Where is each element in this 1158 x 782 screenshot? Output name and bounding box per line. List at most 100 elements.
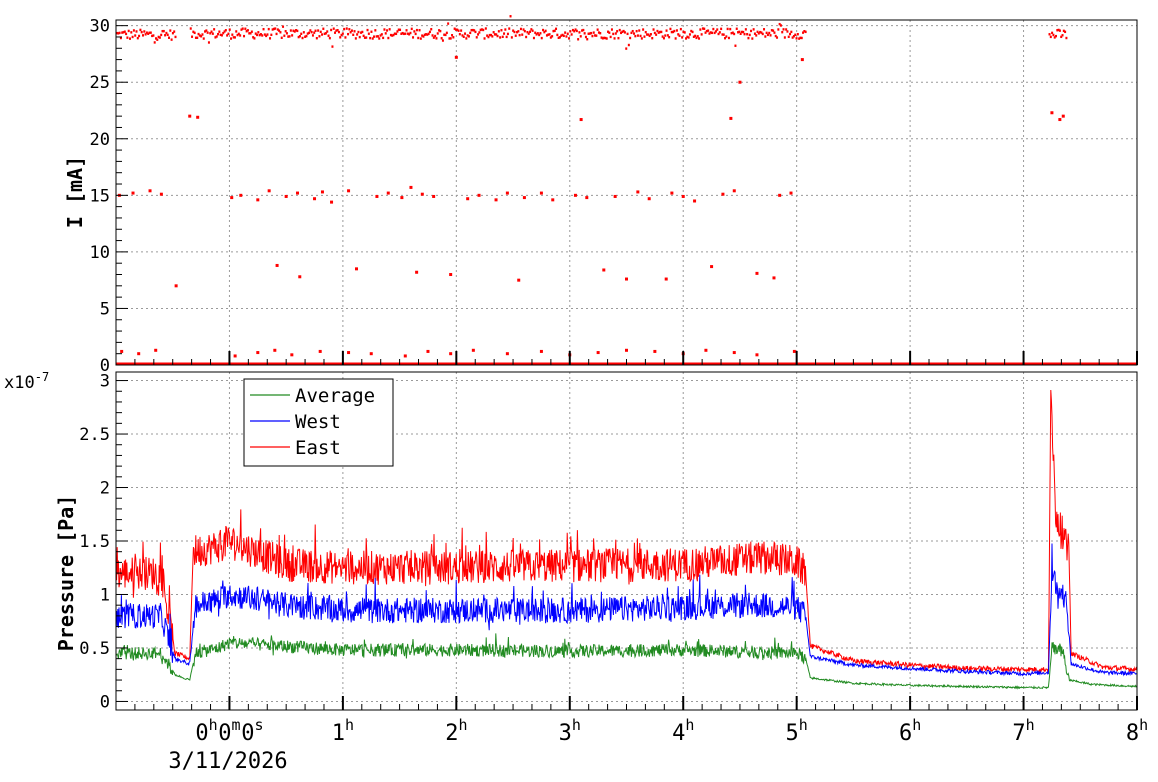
current-point <box>460 29 463 32</box>
current-point <box>279 31 282 34</box>
current-point <box>517 278 521 282</box>
current-point <box>711 31 714 35</box>
current-point <box>253 37 256 40</box>
current-point <box>362 34 365 38</box>
current-point <box>326 30 329 33</box>
current-point <box>254 32 257 35</box>
current-point <box>783 36 786 39</box>
current-point <box>230 196 234 200</box>
current-point <box>553 29 556 33</box>
current-point <box>256 351 260 355</box>
current-point <box>623 31 626 34</box>
pressure-x-tick-label: 3h <box>559 716 581 746</box>
current-point <box>349 31 352 34</box>
current-point <box>471 348 475 352</box>
current-point <box>655 33 658 36</box>
current-point <box>421 34 424 37</box>
current-point <box>145 31 148 34</box>
pressure-y-tick-label: 1.5 <box>79 532 110 552</box>
current-point <box>369 352 373 356</box>
current-point <box>516 30 519 34</box>
current-point <box>561 33 564 37</box>
current-point <box>151 34 154 38</box>
current-point <box>792 35 795 38</box>
current-point <box>464 32 467 35</box>
current-point <box>791 36 794 39</box>
current-point <box>240 28 243 31</box>
current-point <box>583 32 586 35</box>
current-point <box>495 33 498 36</box>
current-point <box>311 34 314 37</box>
current-point <box>545 34 548 37</box>
current-point <box>651 36 654 40</box>
current-point <box>586 38 589 41</box>
current-point <box>748 33 751 37</box>
current-point <box>743 32 746 36</box>
current-point <box>517 30 520 33</box>
current-point <box>683 31 686 34</box>
current-point <box>144 33 147 36</box>
current-point <box>256 33 259 37</box>
current-point <box>168 36 170 39</box>
current-point <box>207 41 210 44</box>
current-point <box>796 33 799 36</box>
current-point <box>231 33 234 36</box>
current-point <box>262 27 265 31</box>
current-point <box>532 36 535 40</box>
current-point <box>1061 114 1065 118</box>
current-point <box>798 37 801 40</box>
current-point <box>691 30 694 34</box>
current-point <box>458 32 461 36</box>
current-point <box>482 28 485 32</box>
current-point <box>409 185 413 189</box>
current-point <box>406 32 409 35</box>
current-point <box>692 35 695 38</box>
current-point <box>470 28 473 32</box>
current-point <box>1061 34 1064 37</box>
current-y-tick-label: 20 <box>90 130 110 150</box>
current-point <box>600 36 603 39</box>
current-point <box>557 36 560 40</box>
current-point <box>327 34 330 37</box>
current-point <box>478 31 481 34</box>
current-point <box>664 34 667 37</box>
current-point <box>673 29 676 33</box>
current-point <box>768 31 771 35</box>
current-point <box>443 33 446 36</box>
current-point <box>772 276 776 280</box>
legend-label-average: Average <box>295 385 375 407</box>
current-point <box>802 31 805 34</box>
current-point <box>467 35 470 38</box>
current-point <box>766 33 769 37</box>
current-point <box>521 33 524 36</box>
current-point <box>609 35 612 39</box>
current-point <box>613 194 617 198</box>
current-point <box>173 30 176 33</box>
current-point <box>765 31 768 35</box>
pressure-y-tick-label: 0 <box>100 692 110 712</box>
current-point <box>617 36 620 40</box>
current-point <box>769 34 772 37</box>
current-point <box>445 31 448 35</box>
current-point <box>274 27 277 30</box>
current-point <box>438 29 441 32</box>
current-point <box>620 31 623 35</box>
current-point <box>487 35 490 39</box>
current-point <box>330 28 333 32</box>
current-point <box>636 190 640 194</box>
current-point <box>526 30 529 34</box>
current-point <box>610 28 613 31</box>
current-point <box>770 29 773 32</box>
current-point <box>357 30 360 34</box>
current-point <box>273 348 277 352</box>
current-point <box>490 33 493 37</box>
current-point <box>261 34 264 37</box>
current-point <box>125 32 128 36</box>
current-point <box>581 29 584 32</box>
current-point <box>653 31 656 35</box>
current-point <box>678 34 681 37</box>
current-point <box>709 31 712 34</box>
current-point <box>386 29 389 32</box>
current-point <box>174 35 177 39</box>
current-point <box>387 36 390 40</box>
